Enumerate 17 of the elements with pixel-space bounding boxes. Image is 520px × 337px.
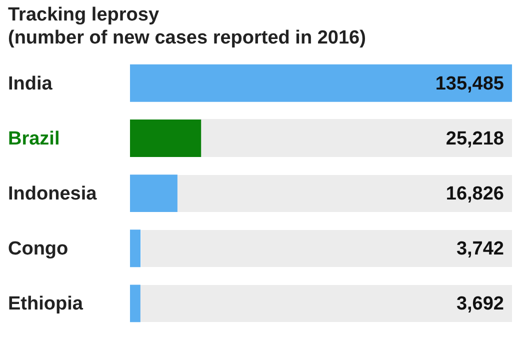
- y-tick-label: Congo: [8, 238, 68, 260]
- y-tick-label: Brazil: [8, 128, 60, 150]
- data-label: 135,485: [435, 73, 504, 94]
- bar: [130, 174, 178, 212]
- chart-title: Tracking leprosy: [8, 4, 160, 26]
- y-tick-label: Indonesia: [8, 184, 98, 205]
- bar: [130, 64, 512, 102]
- data-label: 25,218: [446, 128, 504, 150]
- data-label: 16,826: [446, 184, 504, 205]
- data-label: 3,742: [456, 238, 504, 260]
- chart-subtitle: (number of new cases reported in 2016): [8, 27, 366, 48]
- y-tick-label: Ethiopia: [8, 294, 84, 315]
- bar: [130, 230, 141, 268]
- bar: [130, 284, 140, 322]
- y-tick-label: India: [8, 73, 53, 94]
- data-label: 3,692: [456, 294, 504, 315]
- bar: [130, 119, 202, 157]
